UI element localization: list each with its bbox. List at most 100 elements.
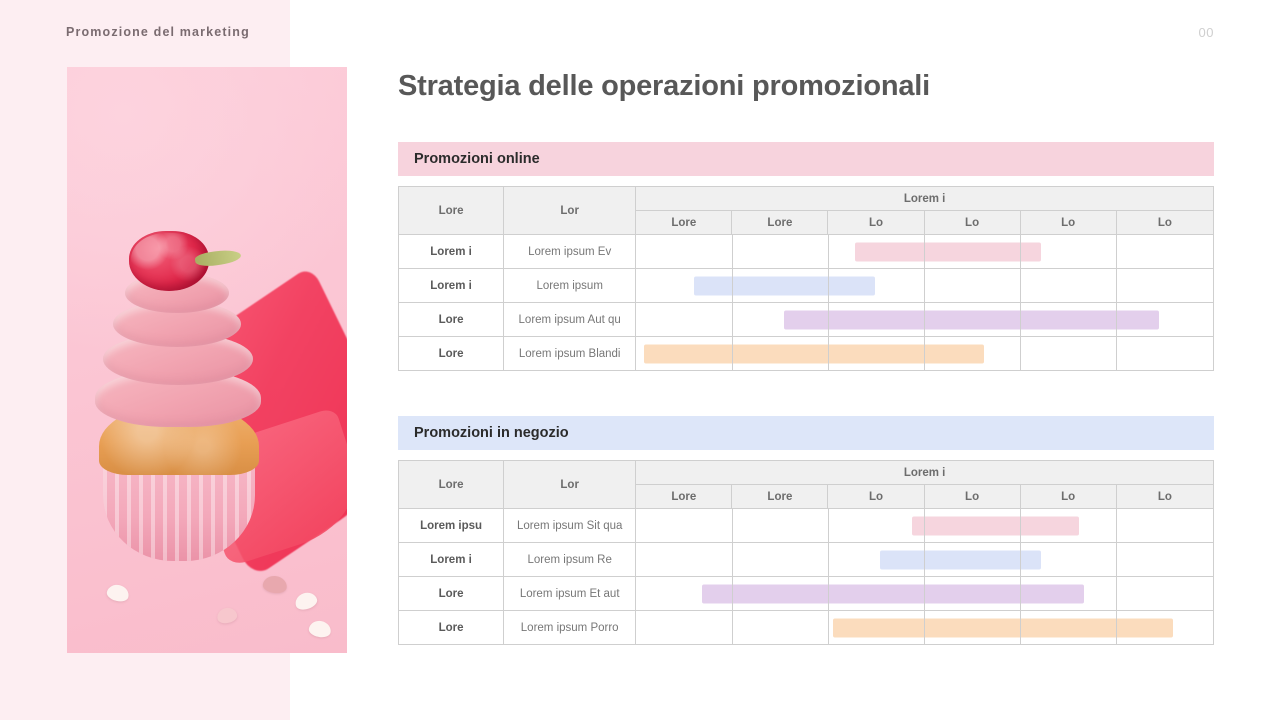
gantt-column-divider [1020,577,1022,610]
table-header-row-group: Lore Lor Lorem i [397,460,1214,509]
table-header: Lore Lor Lorem i Lore Lore Lo Lo Lo Lo [397,186,1215,235]
gantt-bar [855,242,1042,261]
th-sub-3: Lo [827,210,925,235]
gantt-column-divider [1020,235,1022,268]
gantt-column-divider [924,337,926,370]
gantt-column-divider [732,611,734,644]
th-group-label: Lorem i [635,186,1214,211]
row-description: Lorem ipsum Ev [503,234,637,269]
th-sub-3: Lo [827,484,925,509]
gantt-bar [644,344,985,363]
gantt-column-divider [732,577,734,610]
row-description: Lorem ipsum Blandi [503,336,637,371]
row-description: Lorem ipsum Re [503,542,637,577]
gantt-column-divider [1116,235,1118,268]
section-band-label: Promozioni in negozio [414,425,569,441]
table-row: Lore Lorem ipsum Aut qu [397,302,1214,337]
table-row: Lore Lorem ipsum Et aut [397,576,1214,611]
gantt-column-divider [1116,577,1118,610]
gantt-column-divider [1116,611,1118,644]
gantt-column-divider [828,509,830,542]
th-col1: Lore [397,186,505,235]
row-label: Lore [397,336,505,371]
row-description: Lorem ipsum Et aut [503,576,637,611]
th-sub-2: Lore [731,210,829,235]
gantt-column-divider [1116,269,1118,302]
gantt-column-divider [732,269,734,302]
gantt-column-divider [732,337,734,370]
gantt-column-divider [732,509,734,542]
gantt-column-divider [828,577,830,610]
gantt-lane [636,337,1212,370]
row-gantt-cell [635,268,1214,303]
page-number: 00 [1198,25,1214,40]
section-band-online: Promozioni online [398,142,1214,176]
gantt-column-divider [924,611,926,644]
gantt-column-divider [732,235,734,268]
gantt-lane [636,611,1212,644]
table-header-row-sub: Lore Lore Lo Lo Lo Lo [399,484,1215,509]
table-body: Lorem i Lorem ipsum Ev Lorem i Lorem ips… [397,234,1214,371]
table-body: Lorem ipsu Lorem ipsum Sit qua Lorem i L… [397,508,1214,645]
section-promozioni-online: Promozioni online Lore Lor Lorem i Lore [397,142,1215,371]
gantt-column-divider [1020,611,1022,644]
th-sub-1: Lore [635,484,733,509]
gantt-bar [880,550,1041,569]
gantt-column-divider [1020,337,1022,370]
gantt-column-divider [732,543,734,576]
th-sub-4: Lo [923,210,1021,235]
gantt-column-divider [1020,509,1022,542]
gantt-column-divider [924,577,926,610]
row-gantt-cell [635,576,1214,611]
row-label: Lore [397,576,505,611]
gantt-column-divider [924,509,926,542]
table-promozioni-in-negozio: Lore Lor Lorem i Lore Lore Lo Lo Lo Lo [397,460,1215,645]
row-description: Lorem ipsum Porro [503,610,637,645]
gantt-column-divider [1020,303,1022,336]
row-description: Lorem ipsum [503,268,637,303]
row-gantt-cell [635,302,1214,337]
row-gantt-cell [635,610,1214,645]
section-band-label: Promozioni online [414,151,540,167]
gantt-column-divider [1116,509,1118,542]
gantt-lane [636,303,1212,336]
table-header-row-group: Lore Lor Lorem i [397,186,1214,235]
row-label: Lorem i [397,542,505,577]
row-gantt-cell [635,542,1214,577]
gantt-bar [912,516,1080,535]
table-row: Lorem i Lorem ipsum Re [397,542,1214,577]
table-row: Lorem ipsu Lorem ipsum Sit qua [397,508,1214,543]
page-title: Strategia delle operazioni promozionali [398,70,931,102]
th-sub-6: Lo [1115,210,1215,235]
th-sub-5: Lo [1019,484,1117,509]
gantt-column-divider [828,303,830,336]
eyebrow-label: Promozione del marketing [66,25,250,39]
gantt-column-divider [828,337,830,370]
gantt-column-divider [828,269,830,302]
gantt-lane [636,543,1212,576]
gantt-column-divider [924,303,926,336]
gantt-column-divider [1116,303,1118,336]
table-header-row-sub: Lore Lore Lo Lo Lo Lo [399,210,1215,235]
th-sub-1: Lore [635,210,733,235]
th-col2: Lor [503,460,637,509]
th-sub-5: Lo [1019,210,1117,235]
th-col2: Lor [503,186,637,235]
row-label: Lorem ipsu [397,508,505,543]
th-group-label: Lorem i [635,460,1214,485]
th-sub-4: Lo [923,484,1021,509]
table-header: Lore Lor Lorem i Lore Lore Lo Lo Lo Lo [397,460,1215,509]
row-description: Lorem ipsum Sit qua [503,508,637,543]
cupcake-photo [67,67,347,653]
row-gantt-cell [635,234,1214,269]
gantt-column-divider [828,543,830,576]
gantt-bar [694,276,875,295]
gantt-lane [636,577,1212,610]
gantt-bar [702,584,1085,603]
th-sub-6: Lo [1115,484,1215,509]
table-row: Lorem i Lorem ipsum Ev [397,234,1214,269]
gantt-column-divider [828,235,830,268]
row-gantt-cell [635,336,1214,371]
table-row: Lore Lorem ipsum Blandi [397,336,1214,371]
row-label: Lorem i [397,268,505,303]
